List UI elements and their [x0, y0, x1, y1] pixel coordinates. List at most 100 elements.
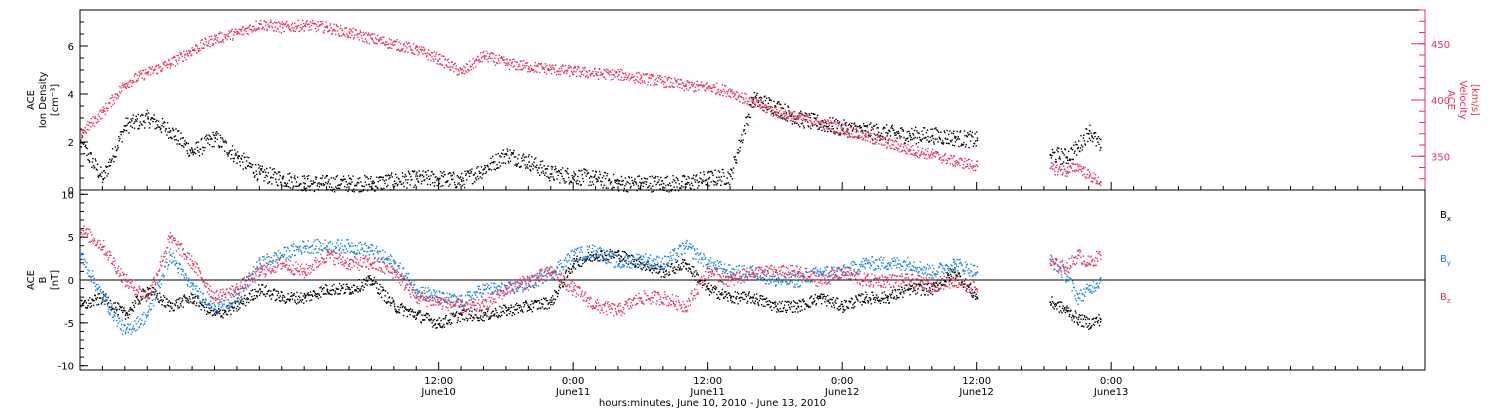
density-series-point	[162, 126, 165, 128]
velocity-series-point	[463, 65, 465, 67]
density-series-point	[373, 182, 375, 185]
density-series-point	[481, 173, 484, 176]
velocity-series-point	[477, 59, 480, 62]
velocity-series-point	[607, 72, 610, 75]
bx-series-point	[528, 309, 530, 311]
density-series-point	[710, 181, 712, 183]
velocity-series-point	[577, 65, 580, 68]
bx-series-point	[881, 292, 883, 294]
density-series-point	[847, 136, 849, 138]
velocity-series-point	[101, 109, 104, 111]
velocity-series-point	[885, 141, 887, 144]
bx-series-point	[751, 297, 753, 299]
bx-series-point	[261, 284, 263, 286]
bx-series-point	[127, 317, 129, 319]
bx-series-point	[403, 307, 406, 309]
density-series-point	[207, 138, 210, 141]
velocity-series-point	[411, 49, 414, 52]
bx-series-point	[813, 301, 815, 303]
bx-series-point	[764, 305, 766, 308]
velocity-series-point	[461, 68, 463, 70]
density-series-point	[712, 180, 715, 182]
density-series-point	[318, 185, 321, 188]
density-series-point	[150, 119, 152, 121]
velocity-series-point	[976, 160, 979, 162]
bx-series-point	[494, 313, 496, 315]
density-series-point	[744, 132, 747, 135]
density-series-point	[869, 135, 871, 137]
density-series-point	[508, 162, 510, 164]
bx-series-point	[133, 306, 136, 308]
velocity-series-point	[639, 78, 641, 81]
velocity-series-point	[711, 91, 713, 93]
velocity-series-point	[330, 27, 332, 29]
velocity-series-point	[342, 34, 344, 36]
velocity-series-point	[348, 31, 350, 33]
density-series-point	[742, 139, 744, 141]
density-series-point	[620, 184, 622, 186]
bx-series-point	[263, 293, 266, 296]
bx-series-point	[567, 267, 569, 269]
velocity-series-point	[136, 79, 138, 82]
density-series-point	[318, 182, 320, 184]
velocity-series-point	[282, 22, 285, 25]
velocity-series-point	[553, 68, 555, 71]
density-series-point	[338, 184, 340, 186]
bx-series-point	[280, 300, 282, 302]
bx-series-point	[730, 299, 732, 301]
density-series-point	[716, 176, 718, 178]
bx-series-point	[711, 292, 713, 294]
velocity-series-point	[157, 64, 160, 66]
velocity-series-point	[913, 154, 915, 157]
velocity-series-point	[215, 34, 217, 37]
density-series-point	[690, 188, 692, 190]
density-series-point	[324, 177, 326, 179]
velocity-series-point	[1066, 175, 1068, 177]
velocity-series-point	[704, 89, 706, 91]
density-series-point	[553, 179, 555, 181]
bx-series-point	[842, 311, 844, 313]
bx-series-point	[174, 304, 177, 307]
velocity-series-point	[110, 105, 113, 108]
density-series-point	[1066, 159, 1069, 161]
density-series-point	[267, 182, 269, 185]
velocity-series-point	[757, 99, 759, 101]
density-series-point	[593, 176, 595, 178]
velocity-series-point	[194, 44, 197, 46]
density-series-point	[776, 103, 778, 105]
density-series-point	[91, 166, 93, 168]
bx-series-point	[97, 303, 100, 306]
density-series-point	[119, 137, 121, 140]
density-series-point	[159, 128, 161, 131]
bx-series-point	[786, 309, 789, 311]
bx-series-point	[532, 303, 534, 305]
bx-series-point	[155, 296, 158, 299]
bx-series-point	[842, 308, 845, 310]
density-series-point	[248, 162, 251, 164]
density-series-point	[315, 176, 318, 178]
velocity-series-point	[863, 130, 865, 132]
velocity-series-point	[658, 77, 660, 79]
density-series-point	[650, 187, 652, 189]
bx-series-point	[85, 306, 87, 309]
density-series-point	[331, 190, 333, 192]
density-series-point	[715, 181, 717, 184]
bx-series-point	[284, 296, 286, 298]
velocity-series-point	[629, 72, 631, 75]
density-series-point	[414, 170, 416, 172]
velocity-series-point	[740, 95, 742, 98]
density-series-point	[964, 135, 966, 137]
bx-series-point	[782, 307, 785, 310]
velocity-series-point	[1057, 168, 1060, 171]
velocity-series-point	[398, 41, 400, 43]
density-series-point	[106, 165, 109, 168]
bx-series-point	[196, 295, 198, 297]
velocity-series-point	[187, 55, 189, 57]
density-series-point	[164, 122, 166, 124]
velocity-series-point	[303, 22, 305, 25]
velocity-series-point	[896, 147, 898, 150]
bx-series-point	[414, 311, 416, 314]
velocity-series-point	[189, 52, 191, 54]
bx-series-point	[105, 293, 107, 295]
density-series-point	[287, 186, 290, 188]
